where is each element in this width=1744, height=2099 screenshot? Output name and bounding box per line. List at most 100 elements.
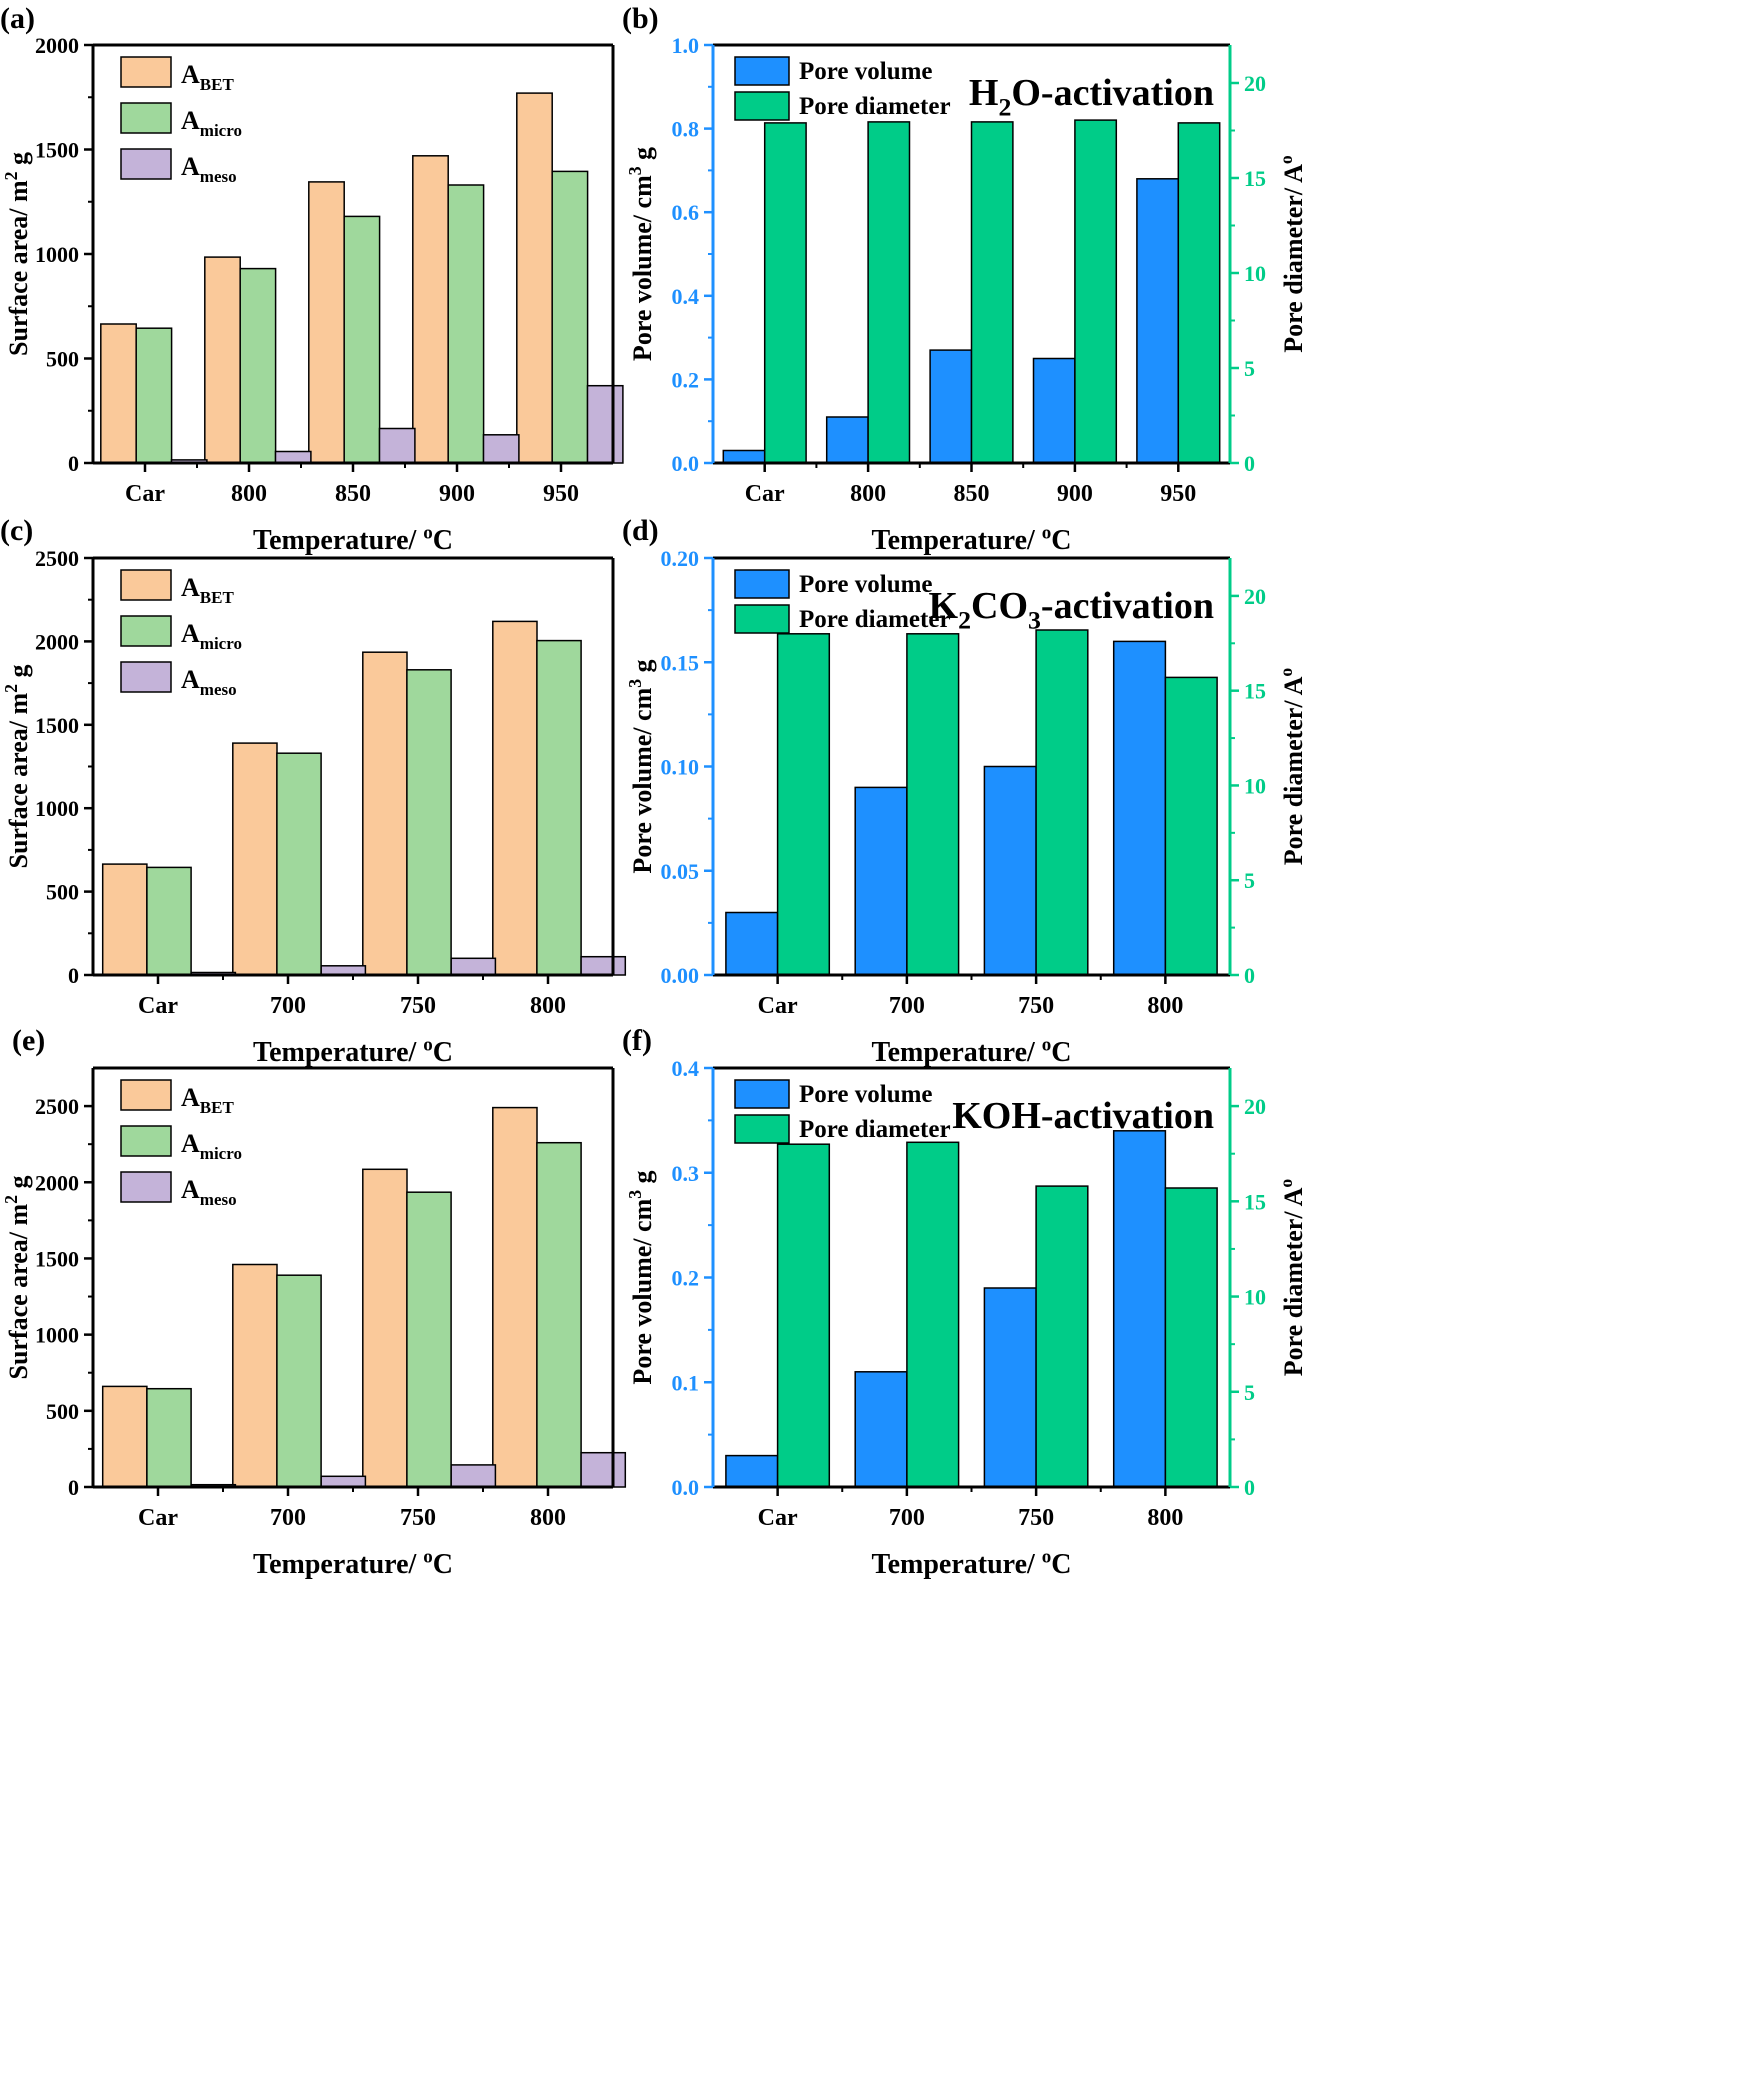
bar-pore-diameter-car — [776, 633, 831, 976]
panel-title: H2O-activation — [969, 72, 1214, 122]
x-tick-label: 700 — [889, 1505, 925, 1531]
x-tick-label: 750 — [400, 1505, 436, 1531]
x-tick-label: 800 — [530, 993, 566, 1019]
y-tick-label: 0.3 — [672, 1161, 700, 1186]
legend-swatch-1 — [120, 615, 172, 647]
y-tick-label: 1500 — [35, 713, 79, 738]
x-tick-label: 800 — [1147, 993, 1183, 1019]
bar-pore-volume-car — [725, 911, 779, 976]
bar-micro-950 — [551, 170, 589, 464]
y-right-tick-label: 10 — [1244, 1285, 1266, 1310]
bar-meso-800 — [274, 450, 312, 464]
legend-label: ABET — [181, 60, 234, 94]
y-right-tick-label: 15 — [1244, 166, 1266, 191]
bar-bet-800 — [492, 620, 538, 976]
panel-label: (d) — [622, 514, 659, 547]
panel-f: (f) Car 700 750 800 0.0 0.1 0.2 0.3 0.4 0 5 10 15 20 Te… — [622, 1024, 1308, 1580]
panel-c: (c) Car 700 750 800 0 500 1000 1500 2000 2500 Tempe… — [0, 514, 627, 1068]
legend-swatch-1 — [120, 1125, 172, 1157]
bar-pore-volume-850 — [929, 349, 973, 464]
x-axis-title: Temperature/ oC — [871, 522, 1071, 556]
y-right-tick-label: 15 — [1244, 1189, 1266, 1214]
bar-pore-volume-car — [725, 1454, 779, 1488]
x-axis-title: Temperature/ oC — [253, 1034, 453, 1068]
y-tick-label: 2000 — [35, 629, 79, 654]
x-tick-label: 700 — [270, 1505, 306, 1531]
legend-label: Pore diameter — [799, 93, 951, 120]
x-tick-label: 800 — [1147, 1505, 1183, 1531]
y-right-tick-label: 10 — [1244, 261, 1266, 286]
panel-label: (c) — [0, 514, 33, 547]
legend-swatch-2 — [120, 148, 172, 180]
y-tick-label: 0 — [68, 963, 79, 988]
y-right-axis-title: Pore diameter/ Ao — [1276, 155, 1308, 353]
bar-meso-700 — [320, 1475, 367, 1488]
bar-pore-diameter-750 — [1035, 629, 1089, 976]
bar-meso-750 — [450, 1464, 497, 1488]
bar-meso-900 — [482, 434, 520, 464]
bar-pore-volume-800 — [825, 416, 869, 464]
panel-label: (b) — [622, 2, 659, 35]
legend-label: Ameso — [181, 152, 237, 186]
x-tick-label: 700 — [270, 993, 306, 1019]
x-tick-label: 750 — [1018, 993, 1054, 1019]
x-tick-label: Car — [138, 993, 178, 1019]
y-right-tick-label: 0 — [1244, 451, 1255, 476]
legend-swatch-0 — [734, 569, 790, 599]
y-tick-label: 1500 — [35, 138, 79, 163]
legend-swatch-2 — [120, 661, 172, 693]
bar-micro-850 — [343, 215, 381, 464]
y-right-tick-label: 20 — [1244, 71, 1266, 96]
y-tick-label: 2500 — [35, 1094, 79, 1119]
x-axis-title: Temperature/ oC — [253, 1546, 453, 1580]
panel-label: (a) — [0, 2, 35, 35]
legend-label: Pore volume — [799, 571, 933, 598]
bar-bet-700 — [232, 1263, 278, 1488]
y-right-tick-label: 20 — [1244, 584, 1266, 609]
y-axis-title: Surface area/ m2 g — [1, 1175, 33, 1379]
x-tick-label: 750 — [1018, 1505, 1054, 1531]
y-tick-label: 0.6 — [672, 200, 700, 225]
legend-swatch-0 — [734, 56, 790, 86]
legend-label: Amicro — [181, 619, 242, 653]
x-tick-label: 850 — [954, 481, 990, 507]
y-tick-label: 0.0 — [672, 451, 700, 476]
bar-pore-volume-950 — [1136, 178, 1180, 464]
legend-label: ABET — [181, 573, 234, 607]
y-right-tick-label: 5 — [1244, 356, 1255, 381]
bar-pore-diameter-800 — [867, 121, 911, 464]
x-tick-label: 800 — [850, 481, 886, 507]
bar-pore-diameter-800 — [1164, 1187, 1218, 1488]
legend-swatch-1 — [734, 604, 790, 634]
bar-micro-800 — [239, 267, 277, 464]
y-tick-label: 500 — [46, 880, 79, 905]
bar-bet-850 — [308, 181, 345, 464]
legend-label: Pore diameter — [799, 1116, 951, 1143]
y-right-axis-title: Pore diameter/ Ao — [1276, 1179, 1308, 1377]
x-tick-label: 750 — [400, 993, 436, 1019]
bar-pore-volume-900 — [1032, 357, 1076, 464]
x-tick-label: Car — [125, 481, 165, 507]
y-right-axis-title: Pore diameter/ Ao — [1276, 668, 1308, 866]
panel-e: (e) Car 700 750 800 0 500 1000 1500 2000 2500 Tempe… — [1, 1024, 627, 1580]
bar-meso-750 — [450, 957, 497, 976]
y-right-tick-label: 20 — [1244, 1094, 1266, 1119]
legend-label: Amicro — [181, 106, 242, 140]
legend-label: Pore volume — [799, 1081, 933, 1108]
x-tick-label: 900 — [439, 481, 475, 507]
y-tick-label: 2500 — [35, 546, 79, 571]
legend-swatch-1 — [120, 102, 172, 134]
bar-bet-car — [101, 1385, 148, 1488]
y-tick-label: 2000 — [35, 33, 79, 58]
x-axis-title: Temperature/ oC — [871, 1034, 1071, 1068]
bar-bet-900 — [412, 155, 449, 464]
legend-label: Amicro — [181, 1129, 242, 1163]
bar-pore-diameter-car — [763, 122, 807, 464]
y-tick-label: 1000 — [35, 242, 79, 267]
bar-pore-volume-750 — [983, 1287, 1037, 1488]
panel-b: (b) Car 800 850 900 950 0.0 0.2 0.4 0.6 0.8 1.0 0 5 10… — [622, 2, 1308, 556]
bar-pore-volume-800 — [1112, 1130, 1167, 1488]
bar-meso-950 — [586, 384, 624, 464]
y-right-tick-label: 5 — [1244, 1380, 1255, 1405]
